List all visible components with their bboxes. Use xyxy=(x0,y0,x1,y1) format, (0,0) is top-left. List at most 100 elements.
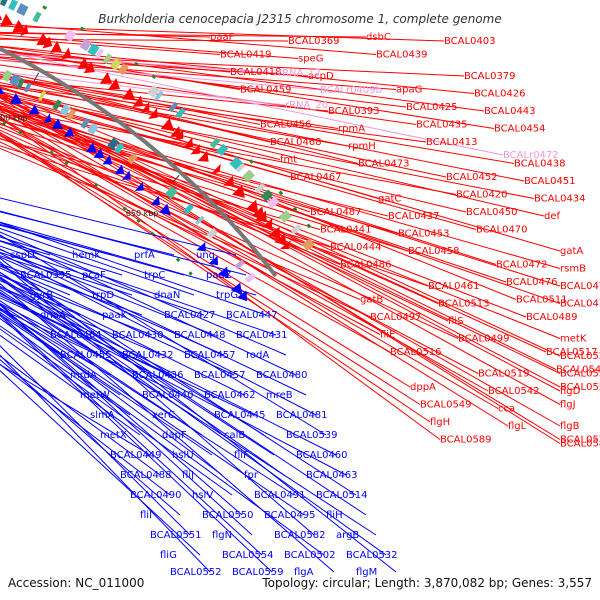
label-connector xyxy=(0,303,253,536)
gene-label: trpD xyxy=(92,290,114,301)
gene-label: BCAL0556 xyxy=(560,382,600,393)
gene-label: hslU xyxy=(172,450,194,461)
gene-label: BCAL0434 xyxy=(534,194,586,205)
cog-block xyxy=(266,196,280,209)
scale-tick-label: 600 kbp xyxy=(0,113,28,122)
cog-block xyxy=(66,108,77,120)
label-connector xyxy=(0,75,339,129)
label-connector xyxy=(0,60,321,91)
label-connector xyxy=(0,317,325,556)
gene-label: BCAL0437 xyxy=(388,211,440,222)
gene-label: BCAL0453 xyxy=(398,229,450,240)
plus-strand-feature xyxy=(190,143,200,155)
gene-label: BCAL0451 xyxy=(524,176,576,187)
gene-label: mrdA xyxy=(70,370,97,381)
gene-label: BCAL0497 xyxy=(370,312,422,323)
cog-block xyxy=(195,215,205,225)
gene-label: slmA xyxy=(90,410,115,421)
gene-label: cca xyxy=(498,404,515,415)
label-connector xyxy=(0,138,429,287)
gene-label: gatC xyxy=(378,194,401,205)
gene-label: BCAL0491 xyxy=(254,490,306,501)
gc-dash xyxy=(151,74,157,79)
gene-label: BCAL0486 xyxy=(340,260,392,271)
gene-label: BCAL0447 xyxy=(226,310,278,321)
cog-block xyxy=(64,29,77,42)
cog-block xyxy=(117,63,129,76)
gene-label: paaZ xyxy=(206,270,232,281)
label-connector xyxy=(0,94,535,199)
plus-strand-feature xyxy=(160,118,175,132)
label-connector xyxy=(0,297,173,376)
label-connector xyxy=(0,303,295,496)
label-connector xyxy=(0,95,291,178)
label-connector xyxy=(0,293,347,476)
gene-label: metK xyxy=(560,334,587,345)
minus-strand-feature xyxy=(85,142,97,153)
label-connector xyxy=(0,274,245,396)
gene-label: BCAL0403 xyxy=(444,36,496,47)
minus-strand-feature xyxy=(0,86,5,94)
label-connector xyxy=(0,222,267,316)
gene-label: BCAL0588 xyxy=(560,439,600,450)
gene-label: BCAL0425 xyxy=(406,102,458,113)
cog-block xyxy=(216,143,229,156)
label-connector xyxy=(0,87,545,217)
gene-label: fliJ xyxy=(182,470,194,481)
gene-label: BCAL0419 xyxy=(220,50,272,61)
label-connector xyxy=(0,285,337,456)
gene-label: fliF xyxy=(234,450,249,461)
gene-label: BCAL0489 xyxy=(526,312,578,323)
cog-block xyxy=(260,189,274,202)
plus-strand-feature xyxy=(99,72,113,84)
gene-label: fliH xyxy=(326,510,343,521)
scale-tick-label: 650 kbp xyxy=(126,209,159,218)
label-connector xyxy=(0,197,237,256)
gc-dash xyxy=(175,257,181,263)
label-connector xyxy=(0,76,515,164)
gene-label: BCAL0449 xyxy=(110,450,162,461)
gene-label: BCAL0369 xyxy=(288,36,340,47)
gene-label: rpmA xyxy=(338,124,365,135)
gene-label: BCAL0443 xyxy=(484,106,536,117)
gene-label: BCAL0452 xyxy=(446,172,498,183)
label-connector xyxy=(0,234,327,436)
label-connector xyxy=(0,76,271,143)
gene-label: BCAL0457 xyxy=(184,350,236,361)
label-connector xyxy=(0,76,525,182)
minus-strand-feature xyxy=(63,126,74,137)
minus-strand-feature xyxy=(43,113,52,124)
gene-label: def xyxy=(544,211,561,222)
gene-label: BCAL0513 xyxy=(438,299,490,310)
gene-label: BCAL0468 xyxy=(270,137,322,148)
gene-label: metW xyxy=(80,390,110,401)
label-connector xyxy=(0,71,286,106)
gene-label: BCAL0438 xyxy=(514,159,566,170)
plus-strand-feature xyxy=(83,61,95,74)
label-connector xyxy=(0,93,477,230)
gc-dash xyxy=(306,223,312,229)
plus-strand-feature xyxy=(268,226,281,239)
feature-tracks xyxy=(0,0,315,302)
gene-label: BCAL0488 xyxy=(120,470,172,481)
gene-label: flgL xyxy=(508,421,527,432)
label-connector xyxy=(0,355,161,476)
gene-label: gyrB xyxy=(30,290,53,301)
gene-label: BCAL0559 xyxy=(232,567,284,578)
label-connector xyxy=(0,210,247,276)
chromosome-backbone xyxy=(0,46,278,278)
cog-block xyxy=(38,90,47,101)
gene-label: BCAL0454 xyxy=(494,124,546,135)
label-connector xyxy=(0,370,201,556)
cog-block xyxy=(278,210,292,223)
gene-label: BCAL0430 xyxy=(112,330,164,341)
label-connector xyxy=(0,82,447,178)
gene-label: BCAL0461 xyxy=(428,281,480,292)
label-connector xyxy=(0,119,389,217)
plus-strand-feature xyxy=(232,184,245,198)
label-connector xyxy=(0,261,315,536)
plus-strand-feature xyxy=(261,218,273,229)
cog-block xyxy=(79,38,92,52)
label-connector xyxy=(0,227,195,296)
gc-dash xyxy=(149,231,155,236)
